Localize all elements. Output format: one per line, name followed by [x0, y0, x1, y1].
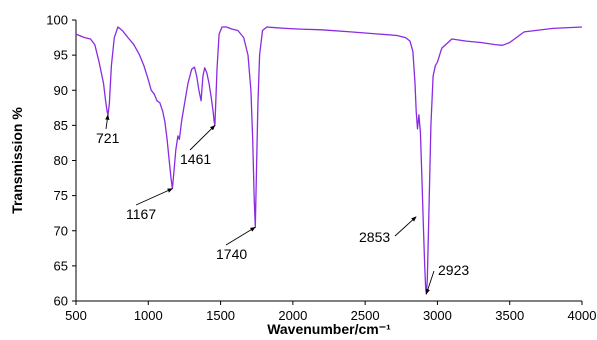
axes	[76, 20, 582, 301]
peak-arrow	[226, 227, 255, 245]
peak-arrow	[136, 189, 172, 205]
y-tick-label: 100	[46, 13, 68, 28]
y-tick-label: 95	[54, 48, 68, 63]
spectrum-line	[76, 27, 582, 294]
y-tick-label: 90	[54, 83, 68, 98]
peak-label: 2853	[359, 229, 390, 245]
x-tick-label: 1500	[206, 308, 235, 323]
series-group	[76, 27, 582, 294]
peak-label: 2923	[438, 262, 469, 278]
peak-label: 721	[96, 130, 120, 146]
peak-arrow	[190, 125, 215, 150]
peak-label: 1167	[126, 206, 156, 222]
x-axis-title: Wavenumber/cm⁻¹	[267, 321, 391, 337]
x-tick-label: 500	[65, 308, 87, 323]
x-tick-label: 1000	[134, 308, 163, 323]
y-tick-label: 75	[54, 188, 68, 203]
peak-label: 1461	[180, 151, 211, 167]
y-tick-label: 80	[54, 153, 68, 168]
y-tick-label: 85	[54, 118, 68, 133]
peak-arrow	[106, 115, 108, 129]
x-tick-label: 3000	[423, 308, 452, 323]
peak-arrow	[395, 217, 416, 236]
y-axis-title: Transmission %	[9, 107, 25, 214]
y-ticks: 60 65 70 75 80 85 90 95 100	[46, 13, 76, 309]
y-tick-label: 60	[54, 294, 68, 309]
x-tick-label: 3500	[495, 308, 524, 323]
x-ticks: 500 1000 1500 2000 2500 3000 3500 4000	[65, 301, 596, 323]
x-tick-label: 4000	[568, 308, 597, 323]
peak-annotations: 721 1167 1461 1740 2853 2923	[96, 115, 469, 294]
peak-label: 1740	[216, 246, 247, 262]
y-tick-label: 70	[54, 223, 68, 238]
y-tick-label: 65	[54, 258, 68, 273]
